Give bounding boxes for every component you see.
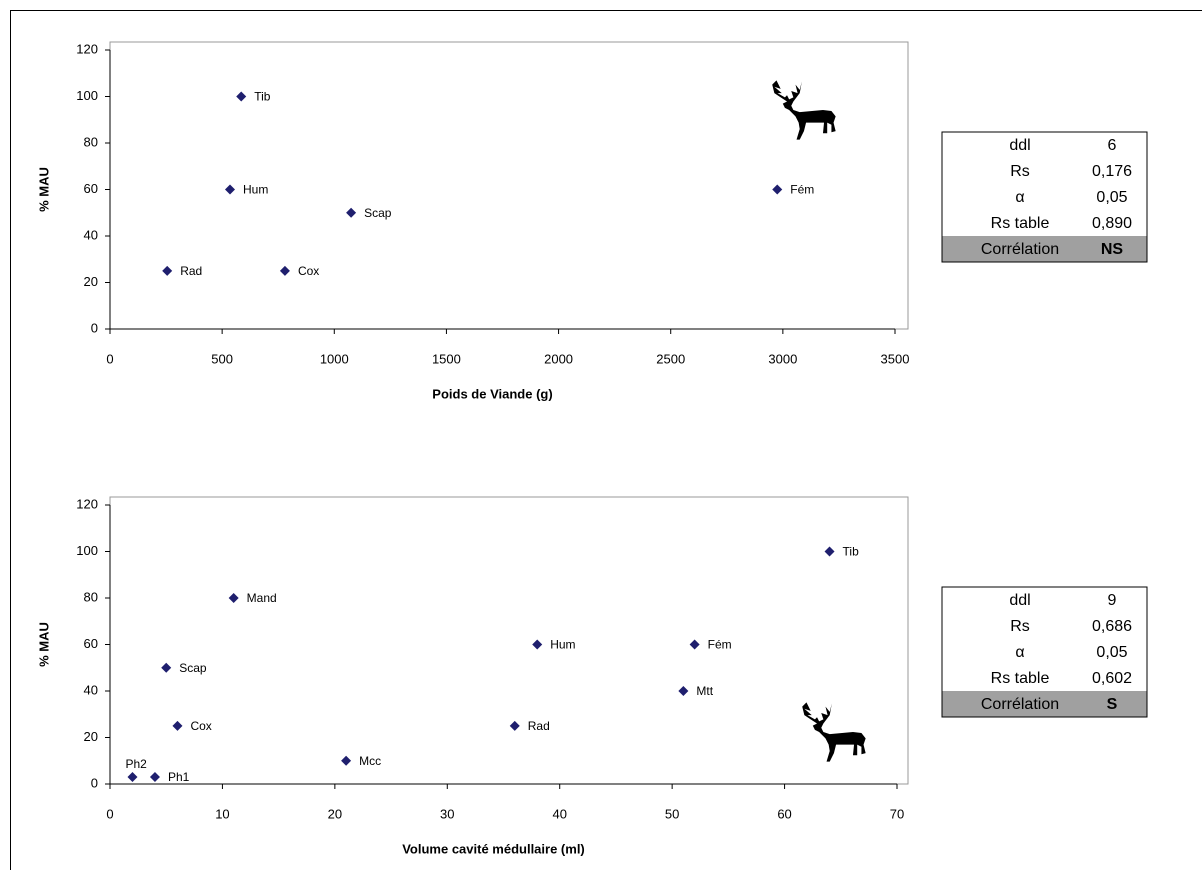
table-cell: ddl (1009, 592, 1030, 609)
table-cell: ddl (1009, 137, 1030, 154)
point (172, 721, 182, 731)
y-tick-label: 100 (76, 543, 98, 558)
x-tick-label: 2000 (544, 351, 573, 366)
deer-icon (802, 702, 865, 761)
point-label: Mand (247, 591, 277, 605)
point (772, 185, 782, 195)
table-cell: 0,05 (1096, 644, 1127, 661)
table-cell: NS (1101, 241, 1124, 258)
x-tick-label: 70 (890, 806, 904, 821)
x-tick-label: 3000 (768, 351, 797, 366)
x-tick-label: 60 (777, 806, 791, 821)
table-cell: 9 (1108, 592, 1117, 609)
y-tick-label: 100 (76, 88, 98, 103)
x-tick-label: 2500 (656, 351, 685, 366)
table-cell: Rs table (991, 215, 1050, 232)
y-tick-label: 40 (84, 227, 98, 242)
table-cell: Corrélation (981, 696, 1059, 713)
point-label: Rad (528, 719, 550, 733)
y-tick-label: 0 (91, 775, 98, 790)
point-label: Scap (179, 661, 207, 675)
x-tick-label: 20 (328, 806, 342, 821)
point (127, 772, 137, 782)
table-cell: α (1015, 644, 1024, 661)
table-cell: Rs (1010, 618, 1030, 635)
point (150, 772, 160, 782)
x-tick-label: 3500 (881, 351, 910, 366)
point (280, 266, 290, 276)
x-tick-label: 500 (211, 351, 233, 366)
point (532, 640, 542, 650)
plot-area (110, 497, 908, 784)
deer-icon (772, 80, 835, 139)
table-cell: 0,05 (1096, 189, 1127, 206)
table-cell: S (1107, 696, 1118, 713)
y-axis-label: % MAU (36, 622, 51, 667)
table-cell: Rs table (991, 670, 1050, 687)
y-tick-label: 40 (84, 682, 98, 697)
point-label: Fém (790, 183, 814, 197)
table-cell: 0,602 (1092, 670, 1132, 687)
x-axis-label: Volume cavité médullaire (ml) (402, 841, 585, 856)
point (225, 185, 235, 195)
point-label: Tib (843, 545, 860, 559)
point-label: Hum (550, 638, 575, 652)
point (346, 208, 356, 218)
point-label: Ph1 (168, 770, 190, 784)
point (678, 686, 688, 696)
x-tick-label: 40 (552, 806, 566, 821)
table-cell: 0,176 (1092, 163, 1132, 180)
table-cell: 6 (1108, 137, 1117, 154)
point-label: Mcc (359, 754, 381, 768)
point-label: Cox (190, 719, 211, 733)
y-tick-label: 80 (84, 589, 98, 604)
point-label: Cox (298, 264, 319, 278)
y-tick-label: 60 (84, 181, 98, 196)
point (825, 547, 835, 557)
x-tick-label: 0 (106, 351, 113, 366)
table-cell: 0,890 (1092, 215, 1132, 232)
point-label: Fém (708, 638, 732, 652)
point-label: Rad (180, 264, 202, 278)
y-tick-label: 20 (84, 729, 98, 744)
y-tick-label: 20 (84, 274, 98, 289)
point (510, 721, 520, 731)
y-tick-label: 60 (84, 636, 98, 651)
point-label: Tib (254, 90, 271, 104)
table-cell: α (1015, 189, 1024, 206)
x-tick-label: 30 (440, 806, 454, 821)
y-tick-label: 80 (84, 134, 98, 149)
y-tick-label: 120 (76, 496, 98, 511)
point-label: Hum (243, 183, 268, 197)
point (690, 640, 700, 650)
table-cell: 0,686 (1092, 618, 1132, 635)
x-tick-label: 0 (106, 806, 113, 821)
table-cell: Corrélation (981, 241, 1059, 258)
point (341, 756, 351, 766)
point (162, 266, 172, 276)
y-tick-label: 0 (91, 320, 98, 335)
x-tick-label: 50 (665, 806, 679, 821)
y-axis-label: % MAU (36, 167, 51, 212)
table-cell: Rs (1010, 163, 1030, 180)
point-label: Scap (364, 206, 392, 220)
x-tick-label: 1000 (320, 351, 349, 366)
point (236, 92, 246, 102)
x-axis-label: Poids de Viande (g) (432, 386, 552, 401)
point (161, 663, 171, 673)
x-tick-label: 1500 (432, 351, 461, 366)
point-label: Ph2 (125, 757, 147, 771)
point-label: Mtt (696, 684, 713, 698)
point (229, 593, 239, 603)
x-tick-label: 10 (215, 806, 229, 821)
y-tick-label: 120 (76, 41, 98, 56)
